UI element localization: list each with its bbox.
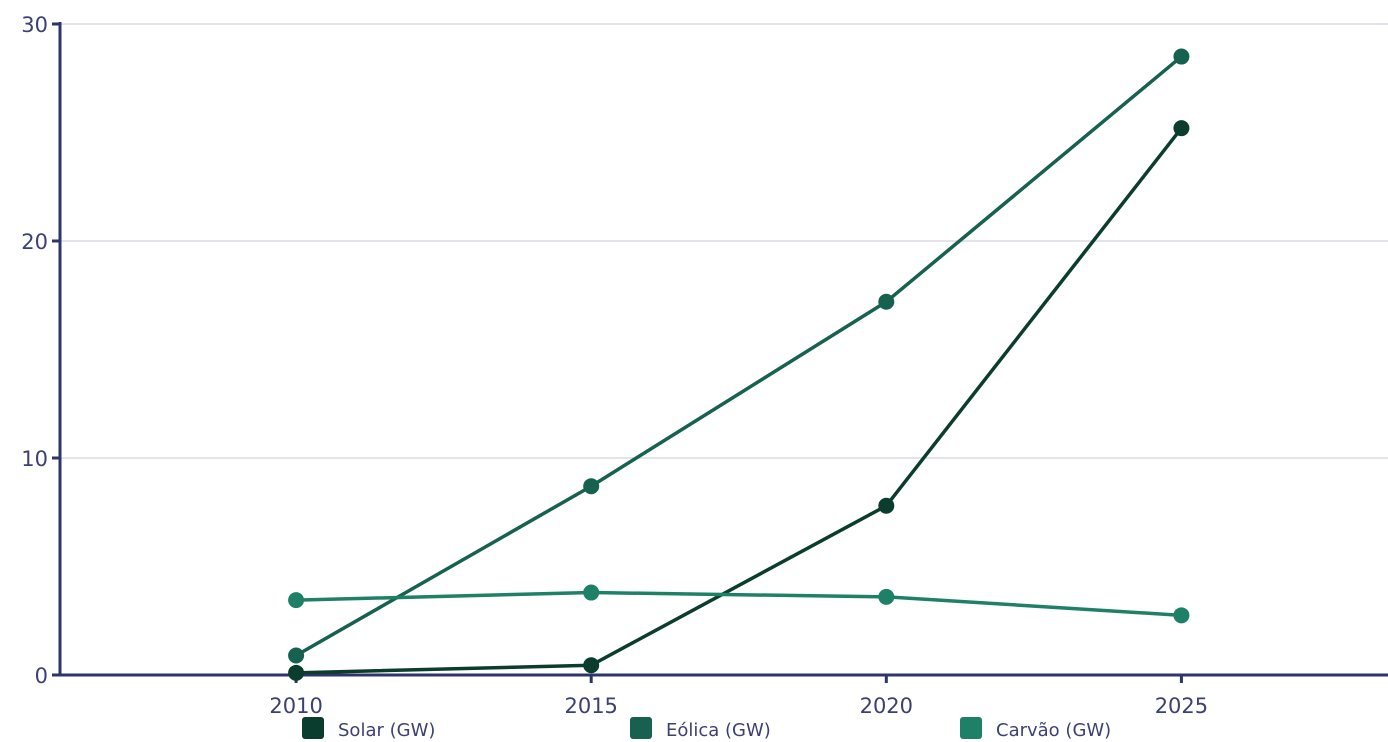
y-tick-label: 20 xyxy=(21,230,48,254)
series-line-2 xyxy=(296,590,1182,618)
grid-lines xyxy=(60,23,1388,459)
legend: Solar (GW) Eólica (GW) Carvão (GW) xyxy=(302,717,1111,741)
x-tick-label: 2010 xyxy=(269,694,322,718)
data-point xyxy=(878,497,895,514)
series-line-1 xyxy=(295,55,1183,657)
x-tick-label: 2025 xyxy=(1155,694,1208,718)
data-point xyxy=(583,478,600,495)
data-point xyxy=(1173,48,1190,65)
data-point xyxy=(288,647,305,664)
data-point xyxy=(288,592,305,609)
legend-label: Eólica (GW) xyxy=(666,720,771,741)
y-tick-label: 0 xyxy=(35,664,48,688)
series-line-0 xyxy=(296,127,1183,675)
legend-swatch xyxy=(630,717,652,739)
data-point xyxy=(288,664,305,681)
y-tick-label: 30 xyxy=(21,13,48,37)
series-lines xyxy=(288,48,1190,681)
legend-label: Carvão (GW) xyxy=(996,720,1111,741)
tick-labels: 0 10 20 30 2010 2015 2020 2025 xyxy=(21,13,1208,718)
data-point xyxy=(878,588,895,605)
legend-swatch xyxy=(302,717,324,739)
axes xyxy=(52,22,1388,683)
y-tick-label: 10 xyxy=(21,447,48,471)
legend-label: Solar (GW) xyxy=(338,720,435,741)
data-point xyxy=(583,584,600,601)
data-point xyxy=(878,293,895,310)
x-tick-label: 2015 xyxy=(564,694,617,718)
x-tick-label: 2020 xyxy=(860,694,913,718)
data-point xyxy=(583,657,600,674)
legend-swatch xyxy=(960,717,982,739)
data-point xyxy=(1173,120,1190,137)
data-point xyxy=(1173,607,1190,624)
